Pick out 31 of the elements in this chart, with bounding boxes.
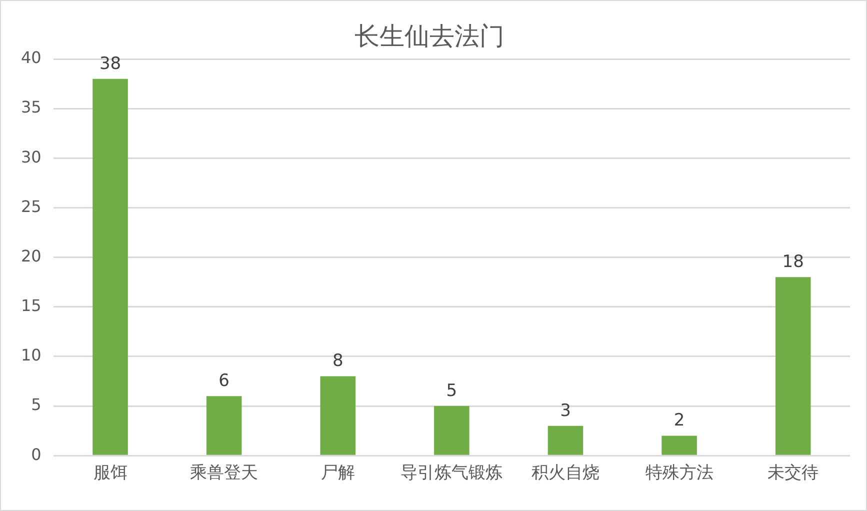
y-tick-label: 0: [31, 444, 42, 464]
x-tick-label: 导引炼气锻炼: [400, 463, 503, 484]
data-label: 2: [674, 410, 685, 431]
bar: [548, 426, 584, 455]
data-label: 3: [560, 400, 571, 421]
y-tick-label: 5: [31, 395, 42, 414]
y-tick-label: 35: [21, 98, 42, 117]
chart-title: 长生仙去法门: [354, 22, 504, 50]
x-tick-label: 乘兽登天: [190, 463, 258, 484]
x-tick-label: 未交待: [768, 463, 819, 484]
bar: [92, 78, 128, 455]
bar: [206, 396, 242, 455]
x-tick-label: 特殊方法: [645, 463, 714, 484]
y-tick-label: 15: [21, 296, 42, 316]
data-label: 18: [782, 252, 804, 272]
bar: [434, 406, 470, 455]
y-tick-label: 10: [21, 346, 42, 365]
y-tick-label: 20: [21, 246, 42, 266]
data-label: 5: [446, 380, 458, 401]
y-tick-label: 30: [21, 147, 42, 166]
bar: [775, 277, 811, 455]
data-label: 8: [332, 351, 344, 372]
y-tick-label: 25: [21, 196, 42, 216]
data-label: 38: [99, 54, 122, 74]
data-label: 6: [218, 371, 230, 392]
bar: [662, 436, 697, 455]
x-tick-label: 尸解: [320, 463, 355, 484]
bar: [320, 376, 356, 455]
x-tick-label: 积火自烧: [531, 463, 600, 484]
y-tick-label: 40: [21, 48, 42, 68]
x-tick-label: 服饵: [93, 463, 128, 484]
